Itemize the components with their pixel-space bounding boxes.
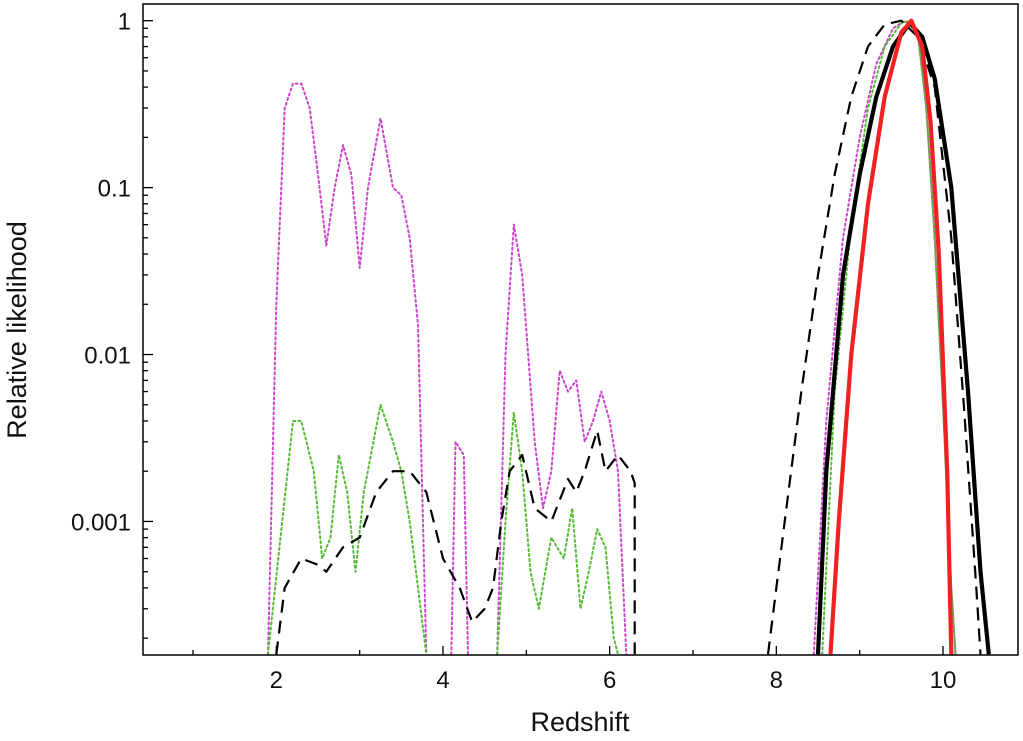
series-1-segment-1	[496, 411, 619, 655]
series-3-segment-0	[815, 20, 991, 655]
y-tick-label: 0.1	[98, 176, 131, 203]
x-tick-label: 8	[770, 667, 783, 694]
series-0-segment-1	[450, 440, 469, 655]
x-axis: 2 4 6 8 10	[192, 646, 957, 694]
series-4-segment-0	[828, 18, 954, 655]
plot-frame	[142, 3, 1019, 656]
y-axis-label: Relative likelihood	[2, 221, 32, 439]
series-1-segment-0	[267, 403, 428, 655]
series-1-segment-2	[821, 19, 957, 655]
series-2-segment-0	[275, 429, 636, 655]
y-tick-label: 1	[118, 9, 131, 36]
y-tick-label: 0.001	[71, 509, 131, 536]
x-tick-label: 6	[603, 667, 616, 694]
x-tick-label: 10	[930, 667, 957, 694]
plot-series	[267, 18, 991, 655]
series-0-segment-2	[496, 223, 628, 655]
series-2-segment-1	[766, 19, 982, 655]
y-axis: 1 0.1 0.01 0.001	[71, 9, 153, 639]
x-axis-label: Redshift	[530, 707, 630, 737]
x-tick-label: 2	[270, 667, 283, 694]
y-tick-label: 0.01	[84, 343, 131, 370]
series-0-segment-0	[267, 82, 428, 655]
x-tick-label: 4	[436, 667, 449, 694]
